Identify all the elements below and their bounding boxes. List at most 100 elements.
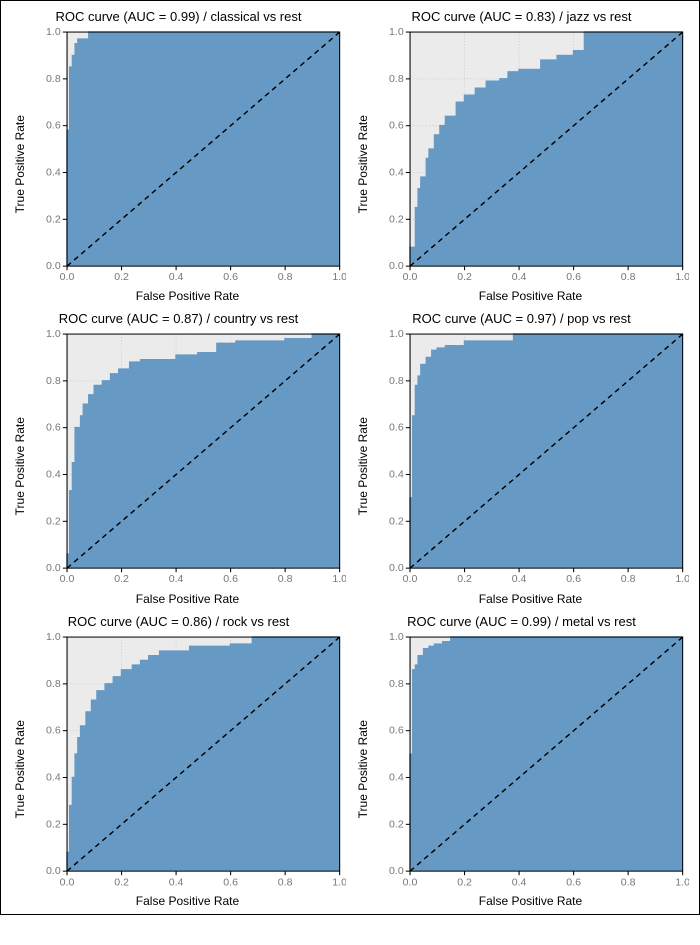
x-tick-label: 0.6 <box>566 877 581 888</box>
y-tick-label: 0.6 <box>46 121 61 132</box>
panel-metal: ROC curve (AUC = 0.99) / metal vs rest Tr… <box>354 614 689 908</box>
y-tick-label: 0.6 <box>389 726 404 737</box>
y-tick-label: 1.0 <box>389 632 404 643</box>
x-tick-label: 1.0 <box>675 272 689 283</box>
plot-wrap: True Positive Rate0.00.20.40.60.81.00.00… <box>354 631 689 908</box>
x-tick-label: 0.4 <box>512 272 527 283</box>
y-tick-label: 0.8 <box>389 376 404 387</box>
y-tick-label: 0.0 <box>389 564 404 575</box>
panel-rock: ROC curve (AUC = 0.86) / rock vs rest Tru… <box>11 614 346 908</box>
x-tick-label: 1.0 <box>675 877 689 888</box>
x-tick-label: 0.0 <box>403 272 418 283</box>
roc-plot: 0.00.20.40.60.81.00.00.20.40.60.81.0 <box>29 631 346 893</box>
x-tick-label: 0.8 <box>621 272 636 283</box>
x-axis-label: False Positive Rate <box>372 893 689 908</box>
x-axis-label: False Positive Rate <box>29 288 346 303</box>
y-axis-label: True Positive Rate <box>354 631 372 908</box>
plot-wrap: True Positive Rate 0.0 0.2 0.4 0.6 0.8 1.0 0.0 0… <box>11 631 346 908</box>
y-tick-label: 0.2 <box>389 517 404 528</box>
panel-title: ROC curve (AUC = 0.86) / rock vs rest <box>11 614 346 629</box>
x-tick-label: 0.6 <box>566 575 581 586</box>
x-tick-label: 0.4 <box>169 575 184 586</box>
y-tick-label: 0.4 <box>389 168 404 179</box>
x-tick-label: 0.8 <box>621 575 636 586</box>
x-tick-label: 0.8 <box>278 272 293 283</box>
y-tick-label: 0.6 <box>46 423 61 434</box>
x-tick-label: 0.2 <box>114 877 129 888</box>
x-axis-label: False Positive Rate <box>29 591 346 606</box>
x-tick-label: 1.0 <box>332 575 346 586</box>
y-axis-label: True Positive Rate <box>354 26 372 303</box>
x-axis-label: False Positive Rate <box>29 893 346 908</box>
x-tick-label: 0.6 <box>223 272 238 283</box>
x-axis-label: False Positive Rate <box>372 288 689 303</box>
y-tick-label: 0.8 <box>389 74 404 85</box>
y-tick-label: 0.8 <box>389 679 404 690</box>
panel-jazz: ROC curve (AUC = 0.83) / jazz vs rest Tru… <box>354 9 689 303</box>
x-axis-label: False Positive Rate <box>372 591 689 606</box>
x-tick-label: 0.0 <box>60 272 75 283</box>
roc-plot: 0.00.20.40.60.81.00.00.20.40.60.81.0 <box>29 328 346 590</box>
y-tick-label: 0.0 <box>46 866 61 877</box>
x-tick-label: 0.2 <box>114 272 129 283</box>
y-axis-label: True Positive Rate <box>354 328 372 605</box>
x-tick-label: 0.0 <box>60 877 75 888</box>
y-tick-label: 0.6 <box>389 423 404 434</box>
y-tick-label: 0.2 <box>46 215 61 226</box>
y-axis-label: True Positive Rate <box>11 631 29 908</box>
y-tick-label: 0.2 <box>389 215 404 226</box>
panel-classical: ROC curve (AUC = 0.99) / classical vs re… <box>11 9 346 303</box>
x-tick-label: 0.6 <box>566 272 581 283</box>
y-tick-label: 0.0 <box>389 866 404 877</box>
y-tick-label: 0.2 <box>389 819 404 830</box>
plot-wrap: True Positive Rate0.00.20.40.60.81.00.00… <box>11 26 346 303</box>
y-tick-label: 0.4 <box>389 772 404 783</box>
roc-plot: 0.0 0.2 0.4 0.6 0.8 1.0 0.0 0.2 0.4 0.6 0.8 1.0 <box>372 26 689 288</box>
y-axis-label: True Positive Rate <box>11 26 29 303</box>
y-tick-label: 0.4 <box>46 772 61 783</box>
y-tick-label: 0.8 <box>46 679 61 690</box>
y-tick-label: 1.0 <box>389 27 404 38</box>
y-tick-label: 0.2 <box>46 517 61 528</box>
panel-title: ROC curve (AUC = 0.97) / pop vs rest <box>354 311 689 326</box>
roc-plot: 0.0 0.2 0.4 0.6 0.8 1.0 0.0 0.2 0.4 0.6 0.8 1.0 <box>29 26 346 288</box>
x-tick-label: 0.2 <box>457 272 472 283</box>
x-tick-label: 1.0 <box>332 272 346 283</box>
x-tick-label: 0.4 <box>169 272 184 283</box>
x-tick-label: 0.0 <box>403 575 418 586</box>
x-tick-label: 0.2 <box>457 575 472 586</box>
x-tick-label: 0.8 <box>278 877 293 888</box>
panel-title: ROC curve (AUC = 0.87) / country vs rest <box>11 311 346 326</box>
plot-wrap: True Positive Rate 0.0 0.2 0.4 0.6 0.8 1.0 0.0 0… <box>11 328 346 605</box>
x-tick-label: 0.4 <box>169 877 184 888</box>
panel-title: ROC curve (AUC = 0.83) / jazz vs rest <box>354 9 689 24</box>
y-tick-label: 0.4 <box>389 470 404 481</box>
x-tick-label: 0.0 <box>60 575 75 586</box>
y-tick-label: 1.0 <box>46 27 61 38</box>
y-tick-label: 1.0 <box>46 632 61 643</box>
y-tick-label: 0.0 <box>46 261 61 272</box>
x-tick-label: 0.6 <box>223 877 238 888</box>
x-tick-label: 0.6 <box>223 575 238 586</box>
x-tick-label: 0.8 <box>621 877 636 888</box>
roc-plot: 0.0 0.2 0.4 0.6 0.8 1.0 0.0 0.2 0.4 0.6 0.8 1.0 <box>372 631 689 893</box>
y-tick-label: 0.0 <box>46 564 61 575</box>
y-tick-label: 0.8 <box>46 74 61 85</box>
x-tick-label: 0.2 <box>457 877 472 888</box>
x-tick-label: 1.0 <box>332 877 346 888</box>
roc-figure: ROC curve (AUC = 0.99) / classical vs re… <box>0 0 700 915</box>
y-axis-label: True Positive Rate <box>11 328 29 605</box>
x-tick-label: 0.2 <box>114 575 129 586</box>
y-tick-label: 0.0 <box>389 261 404 272</box>
y-tick-label: 1.0 <box>389 330 404 341</box>
panel-title: ROC curve (AUC = 0.99) / metal vs rest <box>354 614 689 629</box>
panel-pop: ROC curve (AUC = 0.97) / pop vs rest True… <box>354 311 689 605</box>
x-tick-label: 0.0 <box>403 877 418 888</box>
x-tick-label: 0.4 <box>512 877 527 888</box>
y-tick-label: 0.8 <box>46 376 61 387</box>
roc-plot: 0.00.20.40.60.81.00.00.20.40.60.81.0 <box>372 328 689 590</box>
plot-wrap: True Positive Rate 0.0 0.2 0.4 0.6 0.8 1.0 0.0 0… <box>354 328 689 605</box>
panel-country: ROC curve (AUC = 0.87) / country vs rest… <box>11 311 346 605</box>
y-tick-label: 0.4 <box>46 168 61 179</box>
y-tick-label: 0.6 <box>389 121 404 132</box>
